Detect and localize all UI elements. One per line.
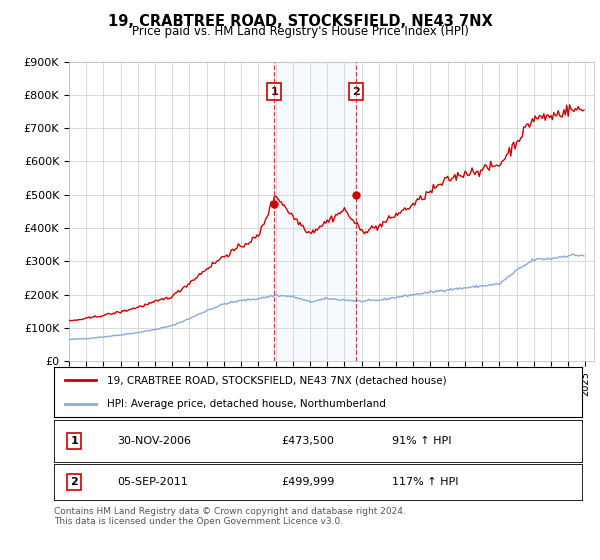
Text: 1: 1	[70, 436, 78, 446]
Text: 2: 2	[70, 477, 78, 487]
Text: 19, CRABTREE ROAD, STOCKSFIELD, NE43 7NX: 19, CRABTREE ROAD, STOCKSFIELD, NE43 7NX	[107, 14, 493, 29]
Text: 05-SEP-2011: 05-SEP-2011	[118, 477, 188, 487]
Text: £473,500: £473,500	[281, 436, 334, 446]
Text: 91% ↑ HPI: 91% ↑ HPI	[392, 436, 451, 446]
Text: 2: 2	[352, 87, 360, 96]
Text: 19, CRABTREE ROAD, STOCKSFIELD, NE43 7NX (detached house): 19, CRABTREE ROAD, STOCKSFIELD, NE43 7NX…	[107, 375, 446, 385]
Text: £499,999: £499,999	[281, 477, 334, 487]
Text: 30-NOV-2006: 30-NOV-2006	[118, 436, 191, 446]
Text: HPI: Average price, detached house, Northumberland: HPI: Average price, detached house, Nort…	[107, 399, 386, 409]
Text: Price paid vs. HM Land Registry's House Price Index (HPI): Price paid vs. HM Land Registry's House …	[131, 25, 469, 38]
Text: 1: 1	[271, 87, 278, 96]
Text: 117% ↑ HPI: 117% ↑ HPI	[392, 477, 458, 487]
Bar	[274, 62, 356, 361]
Text: Contains HM Land Registry data © Crown copyright and database right 2024.
This d: Contains HM Land Registry data © Crown c…	[54, 507, 406, 526]
